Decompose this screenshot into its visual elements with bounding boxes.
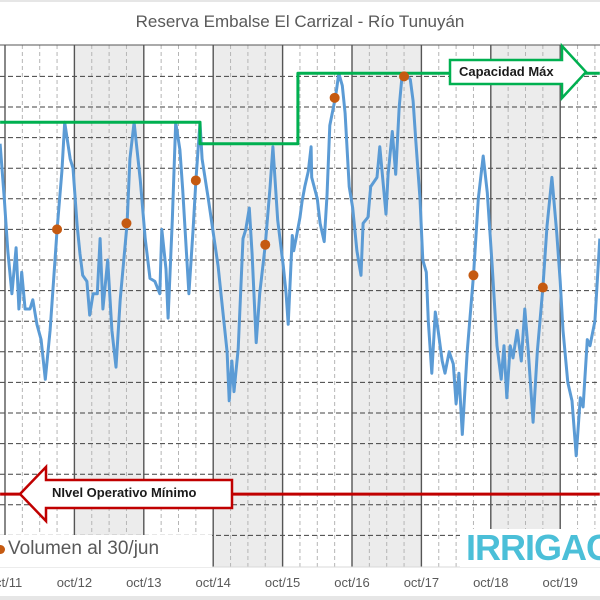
data-point-volumen_30jun xyxy=(260,239,271,250)
x-tick-label: oct/12 xyxy=(57,575,92,590)
capacidad-max-callout: Capacidad Máx xyxy=(448,42,588,102)
arrow-left-icon xyxy=(18,463,234,525)
x-tick-label: oct/14 xyxy=(195,575,230,590)
legend: Volumen al 30/jun xyxy=(0,535,212,567)
data-point-volumen_30jun xyxy=(468,270,479,281)
top-border xyxy=(0,0,600,2)
series-line-capacidad_max xyxy=(0,71,600,146)
irrigacion-logo: IRRIGAC xyxy=(460,529,600,567)
x-axis-ticks: oct/11 oct/12 oct/13 oct/14 oct/15 oct/16 oct/… xyxy=(0,575,578,590)
nivel-minimo-label: NIvel Operativo Mínimo xyxy=(52,485,197,500)
data-point-volumen_30jun xyxy=(190,175,201,186)
legend-label: Volumen al 30/jun xyxy=(8,538,160,559)
data-point-volumen_30jun xyxy=(399,71,410,82)
legend-marker xyxy=(0,545,5,554)
x-tick-label: oct/18 xyxy=(473,575,508,590)
x-tick-label: oct/19 xyxy=(542,575,577,590)
x-tick-label: oct/11 xyxy=(0,575,22,590)
logo-text: IRRIGAC xyxy=(466,529,600,567)
arrow-right-icon xyxy=(448,42,588,102)
data-point-volumen_30jun xyxy=(329,92,340,103)
x-tick-label: oct/16 xyxy=(334,575,369,590)
series-line-reserva xyxy=(0,71,600,458)
x-tick-label: oct/17 xyxy=(404,575,439,590)
capacidad-max-label: Capacidad Máx xyxy=(459,64,554,79)
data-point-volumen_30jun xyxy=(121,218,132,229)
chart-title: Reserva Embalse El Carrizal - Río Tunuyá… xyxy=(135,12,465,31)
data-point-volumen_30jun xyxy=(537,282,548,293)
nivel-minimo-callout: NIvel Operativo Mínimo xyxy=(18,463,234,525)
x-tick-label: oct/15 xyxy=(265,575,300,590)
x-tick-label: oct/13 xyxy=(126,575,161,590)
data-point-volumen_30jun xyxy=(52,224,63,235)
bottom-border xyxy=(0,596,600,600)
